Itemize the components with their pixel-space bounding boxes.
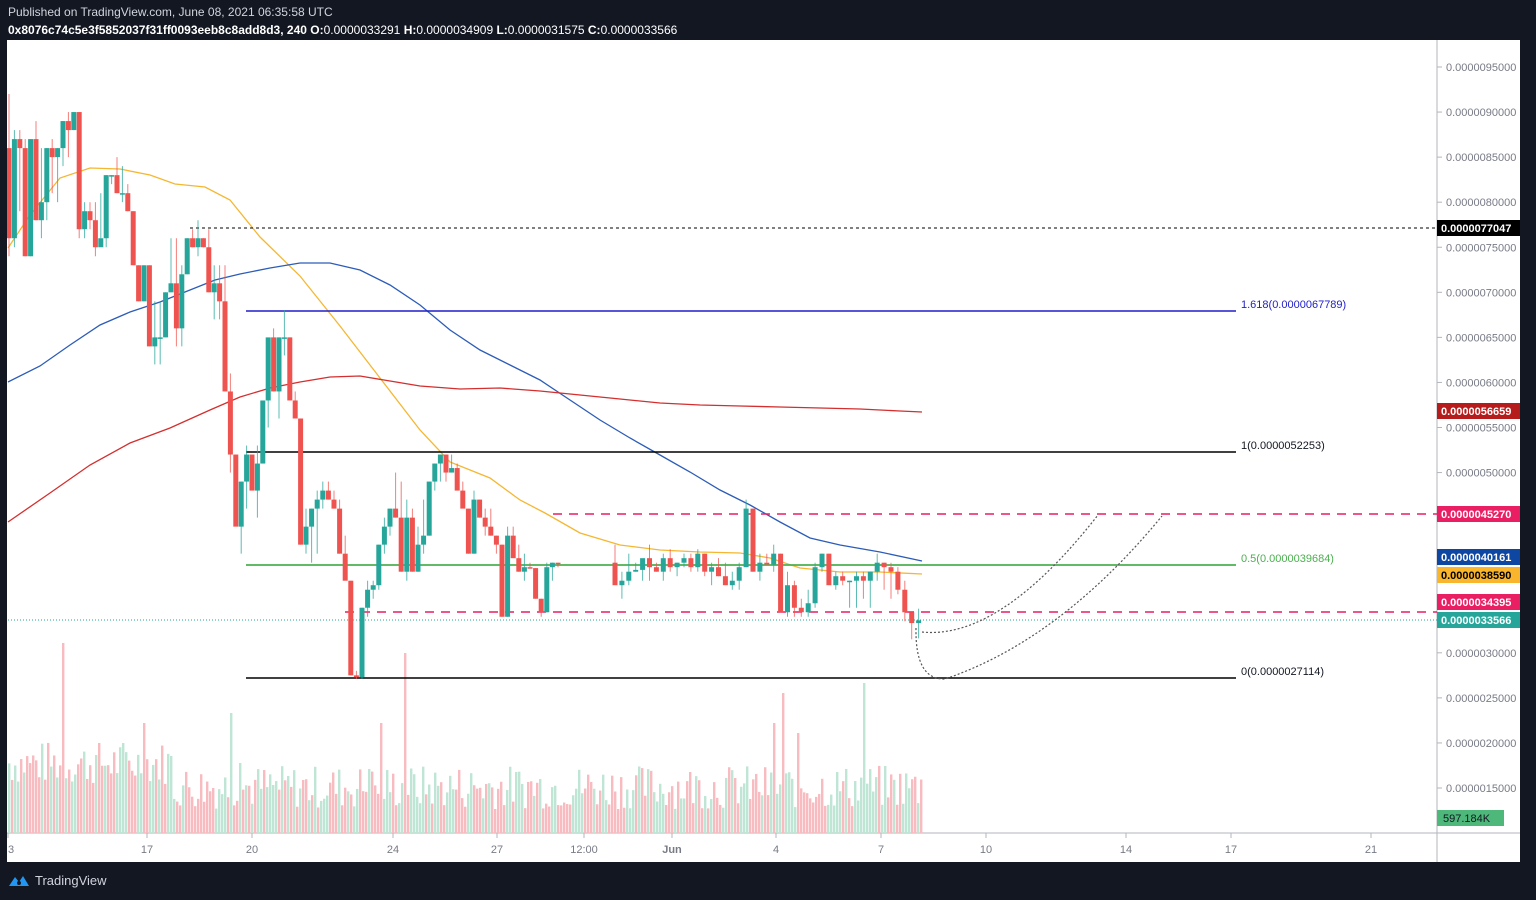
price-badge: [1437, 594, 1520, 610]
low-label: L:: [496, 23, 508, 37]
y-tick-label: 0.0000075000: [1446, 242, 1516, 254]
candles: [7, 94, 922, 679]
chart-panel[interactable]: 0.0000095000 0.0000090000 0.0000085000 0.00…: [7, 40, 1520, 862]
close-label: C:: [587, 23, 601, 37]
high-value: 0.0000034909: [416, 23, 494, 37]
x-tick-label: 4: [773, 844, 779, 856]
y-tick-label: 0.0000090000: [1446, 107, 1516, 119]
low-value: 0.0000031575: [507, 23, 585, 37]
projection-path-b: [915, 515, 1163, 680]
price-badge-label: 0.0000056659: [1441, 406, 1511, 418]
open-value: 0.0000033291: [323, 23, 401, 37]
footer-brand[interactable]: TradingView: [8, 872, 107, 888]
price-badge: [1437, 220, 1520, 236]
price-badge-label: 0.0000034395: [1441, 597, 1511, 609]
x-tick-label: 20: [246, 844, 258, 856]
x-tick-label: 12:00: [570, 844, 598, 856]
x-tick-label: 17: [141, 844, 153, 856]
fib-level-label: 0(0.0000027114): [1241, 666, 1324, 678]
y-tick-label: 0.0000025000: [1446, 693, 1516, 705]
x-tick-label: 24: [387, 844, 399, 856]
y-tick-label: 0.0000055000: [1446, 423, 1516, 435]
ma-fast-line: [7, 167, 923, 575]
y-tick-label: 0.0000080000: [1446, 197, 1516, 209]
x-tick-label: 7: [878, 844, 884, 856]
high-label: H:: [403, 23, 417, 37]
price-badge: [1437, 549, 1520, 565]
x-tick-label: 27: [491, 844, 503, 856]
price-chart[interactable]: 0.0000095000 0.0000090000 0.0000085000 0.00…: [7, 40, 1520, 862]
y-tick-label: 0.0000020000: [1446, 738, 1516, 750]
x-tick-label: 14: [1120, 844, 1132, 856]
price-badge: [1437, 506, 1520, 522]
open-label: O:: [310, 23, 324, 37]
ma-slow-line: [7, 375, 923, 523]
fib-level-label: 0.5(0.0000039684): [1241, 553, 1334, 565]
price-badge: [1437, 403, 1520, 419]
y-tick-label: 0.0000070000: [1446, 287, 1516, 299]
price-badge: [1437, 612, 1520, 628]
price-badge-label: 0.0000040161: [1441, 552, 1511, 564]
close-value: 0.0000033566: [600, 23, 678, 37]
y-tick-label: 0.0000015000: [1446, 783, 1516, 795]
symbol-ohlc-legend: 0x8076c74c5e3f5852037f31ff0093eeb8c8add8…: [8, 23, 678, 37]
interval[interactable]: 240: [286, 23, 307, 37]
volume-badge-label: 597.184K: [1443, 813, 1491, 825]
x-tick-label: 10: [980, 844, 992, 856]
x-tick-label: 21: [1365, 844, 1377, 856]
fib-level-label: 1.618(0.0000067789): [1241, 299, 1346, 311]
price-badge-label: 0.0000045270: [1441, 509, 1511, 521]
volume-bars: [8, 643, 923, 833]
price-badge-label: 0.0000077047: [1441, 223, 1511, 235]
x-tick-label: Jun: [662, 844, 682, 856]
x-tick-label: 3: [8, 844, 14, 856]
tradingview-logo-icon: [9, 876, 29, 886]
y-tick-label: 0.0000065000: [1446, 332, 1516, 344]
fib-level-label: 1(0.0000052253): [1241, 440, 1325, 452]
x-tick-label: 17: [1225, 844, 1237, 856]
y-tick-label: 0.0000095000: [1446, 62, 1516, 74]
symbol-name[interactable]: 0x8076c74c5e3f5852037f31ff0093eeb8c8add8…: [8, 23, 281, 37]
price-badge: [1437, 567, 1520, 583]
price-badge-label: 0.0000033566: [1441, 615, 1511, 627]
brand-name: TradingView: [35, 872, 107, 888]
y-tick-label: 0.0000060000: [1446, 377, 1516, 389]
projection-path-a: [921, 514, 1099, 634]
y-tick-label: 0.0000085000: [1446, 152, 1516, 164]
y-tick-label: 0.0000050000: [1446, 468, 1516, 480]
ma-mid-line: [7, 262, 923, 562]
volume-badge: [1437, 810, 1504, 826]
published-info: Published on TradingView.com, June 08, 2…: [8, 5, 333, 19]
price-badge-label: 0.0000038590: [1441, 570, 1511, 582]
y-tick-label: 0.0000030000: [1446, 648, 1516, 660]
